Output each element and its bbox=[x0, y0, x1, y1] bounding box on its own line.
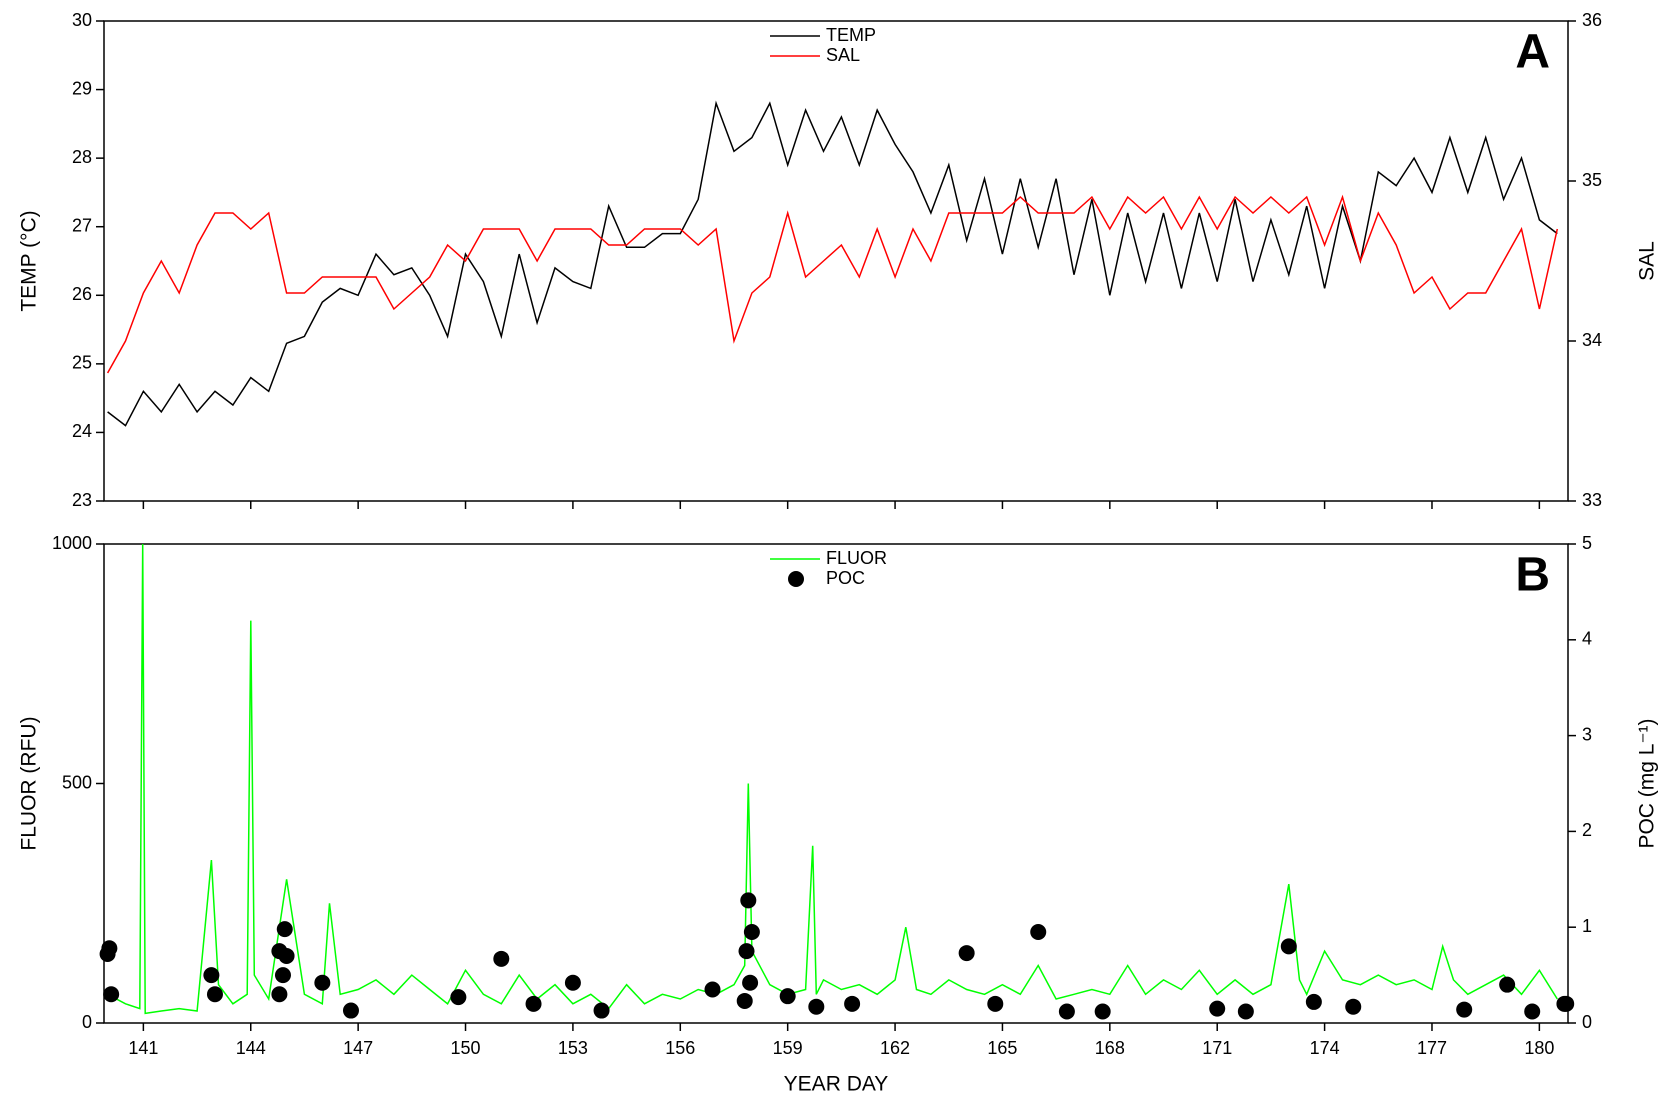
x-tick-label: 159 bbox=[773, 1038, 803, 1058]
x-tick-label: 174 bbox=[1310, 1038, 1340, 1058]
poc-point bbox=[1280, 938, 1297, 955]
poc-point bbox=[1524, 1003, 1541, 1020]
legend-label: SAL bbox=[826, 45, 860, 65]
y-axis-label: TEMP (°C) bbox=[18, 210, 41, 311]
poc-point bbox=[564, 974, 581, 991]
y2-tick-label: 3 bbox=[1582, 724, 1592, 744]
y2-tick-label: 34 bbox=[1582, 330, 1602, 350]
poc-point bbox=[1094, 1003, 1111, 1020]
poc-point bbox=[1456, 1001, 1473, 1018]
poc-point bbox=[206, 986, 223, 1003]
panel-label: B bbox=[1515, 549, 1550, 602]
panel-label: A bbox=[1515, 26, 1550, 79]
y-tick-label: 27 bbox=[72, 215, 92, 235]
poc-point bbox=[271, 986, 288, 1003]
y2-axis-label: SAL bbox=[1636, 241, 1659, 281]
y-tick-label: 29 bbox=[72, 78, 92, 98]
legend-label: TEMP bbox=[826, 25, 876, 45]
y-tick-label: 30 bbox=[72, 10, 92, 30]
y2-tick-label: 2 bbox=[1582, 820, 1592, 840]
y2-tick-label: 4 bbox=[1582, 629, 1592, 649]
y-tick-label: 24 bbox=[72, 421, 92, 441]
poc-point bbox=[1558, 995, 1575, 1012]
y-tick-label: 0 bbox=[82, 1012, 92, 1032]
poc-point bbox=[450, 989, 467, 1006]
poc-point bbox=[844, 995, 861, 1012]
series-line bbox=[107, 543, 1558, 1015]
poc-point bbox=[704, 981, 721, 998]
poc-point bbox=[1499, 976, 1516, 993]
poc-point bbox=[493, 950, 510, 967]
series-line bbox=[107, 100, 1558, 427]
poc-point bbox=[103, 986, 120, 1003]
y2-tick-label: 1 bbox=[1582, 916, 1592, 936]
y-tick-label: 26 bbox=[72, 284, 92, 304]
poc-point bbox=[593, 1002, 610, 1019]
y-tick-label: 23 bbox=[72, 490, 92, 510]
y-tick-label: 500 bbox=[62, 772, 92, 792]
poc-point bbox=[742, 974, 759, 991]
poc-point bbox=[101, 940, 118, 957]
poc-point bbox=[525, 995, 542, 1012]
y2-axis-label: POC (mg L⁻¹) bbox=[1636, 718, 1659, 848]
plot-frame bbox=[103, 543, 1569, 1024]
poc-point bbox=[958, 945, 975, 962]
poc-point bbox=[987, 995, 1004, 1012]
legend-label: FLUOR bbox=[826, 548, 887, 568]
x-tick-label: 141 bbox=[128, 1038, 158, 1058]
poc-point bbox=[738, 943, 755, 960]
poc-point bbox=[1237, 1003, 1254, 1020]
y2-tick-label: 5 bbox=[1582, 533, 1592, 553]
x-tick-label: 177 bbox=[1417, 1038, 1447, 1058]
y2-tick-label: 35 bbox=[1582, 170, 1602, 190]
x-tick-label: 180 bbox=[1524, 1038, 1554, 1058]
x-tick-label: 168 bbox=[1095, 1038, 1125, 1058]
x-axis-label: YEAR DAY bbox=[784, 1073, 889, 1096]
x-tick-label: 162 bbox=[880, 1038, 910, 1058]
poc-point bbox=[740, 892, 757, 909]
y2-tick-label: 33 bbox=[1582, 490, 1602, 510]
series-line bbox=[106, 194, 1559, 374]
y-tick-label: 28 bbox=[72, 147, 92, 167]
poc-point bbox=[342, 1002, 359, 1019]
y-tick-label: 25 bbox=[72, 353, 92, 373]
poc-point bbox=[1345, 998, 1362, 1015]
legend-label: POC bbox=[826, 568, 865, 588]
x-tick-label: 156 bbox=[665, 1038, 695, 1058]
legend-marker bbox=[788, 571, 804, 587]
poc-point bbox=[274, 967, 291, 984]
poc-point bbox=[736, 992, 753, 1009]
x-tick-label: 150 bbox=[451, 1038, 481, 1058]
poc-point bbox=[276, 921, 293, 938]
poc-point bbox=[278, 947, 295, 964]
poc-point bbox=[1305, 993, 1322, 1010]
poc-point bbox=[203, 967, 220, 984]
poc-point bbox=[808, 998, 825, 1015]
poc-point bbox=[1209, 1000, 1226, 1017]
x-tick-label: 165 bbox=[987, 1038, 1017, 1058]
poc-point bbox=[743, 923, 760, 940]
poc-point bbox=[779, 988, 796, 1005]
y2-tick-label: 36 bbox=[1582, 10, 1602, 30]
plot-frame bbox=[103, 20, 1569, 502]
y-axis-label: FLUOR (RFU) bbox=[18, 716, 41, 850]
x-tick-label: 144 bbox=[236, 1038, 266, 1058]
y-tick-label: 1000 bbox=[52, 533, 92, 553]
poc-point bbox=[314, 974, 331, 991]
x-tick-label: 171 bbox=[1202, 1038, 1232, 1058]
poc-point bbox=[1030, 923, 1047, 940]
x-tick-label: 153 bbox=[558, 1038, 588, 1058]
poc-point bbox=[1058, 1003, 1075, 1020]
x-tick-label: 147 bbox=[343, 1038, 373, 1058]
y2-tick-label: 0 bbox=[1582, 1012, 1592, 1032]
